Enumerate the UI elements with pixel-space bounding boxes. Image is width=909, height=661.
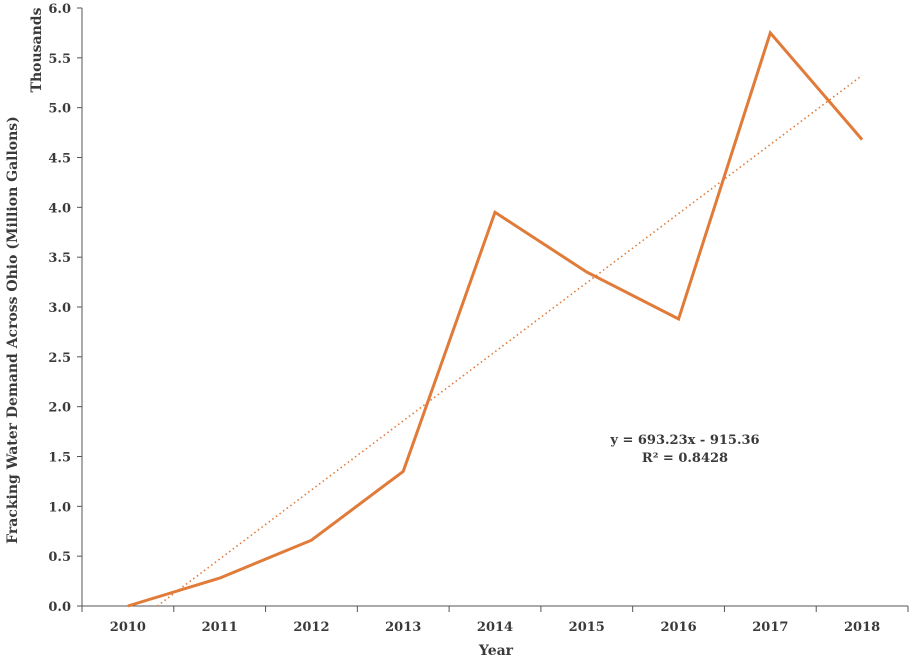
y-tick-label: 5.5 (48, 52, 71, 67)
y-tick-label: 3.5 (48, 251, 71, 266)
y-tick-label: 3.0 (48, 301, 71, 316)
x-tick-label: 2013 (385, 620, 421, 635)
trendline (156, 74, 863, 607)
y-tick-label: 2.5 (48, 351, 71, 366)
x-tick-label: 2016 (660, 620, 696, 635)
y-tick-label: 2.0 (48, 401, 71, 416)
x-tick-label: 2017 (752, 620, 788, 635)
series-group (127, 29, 864, 608)
y-tick-label: 0.0 (48, 600, 71, 615)
y-tick-label: 4.5 (48, 152, 71, 167)
x-tick-label: 2010 (110, 620, 146, 635)
y-tick-label: 0.5 (48, 550, 71, 565)
x-tick-label: 2015 (569, 620, 605, 635)
series-line (127, 29, 864, 608)
y-axis-unit-label: Thousands (29, 7, 45, 92)
y-axis-title: Fracking Water Demand Across Ohio (Milli… (5, 116, 21, 544)
x-tick-label: 2014 (477, 620, 513, 635)
y-tick-label: 5.0 (48, 102, 71, 117)
x-tick-label: 2011 (202, 620, 238, 635)
trendline-line (156, 74, 863, 607)
x-tick-label: 2018 (844, 620, 880, 635)
y-tick-label: 1.0 (48, 500, 71, 515)
x-axis-title: Year (478, 643, 514, 659)
y-tick-label: 4.0 (48, 201, 71, 216)
trendline-r-squared: R² = 0.8428 (642, 451, 728, 466)
axes: 0.0 0.5 1.0 1.5 2.0 2.5 3.0 3.5 4.0 4.5 5.0 5.5 6.0 2… (48, 2, 909, 635)
y-tick-label: 1.5 (48, 451, 71, 466)
x-tick-label: 2012 (293, 620, 329, 635)
y-tick-label: 6.0 (48, 2, 71, 17)
trendline-equation: y = 693.23x - 915.36 (609, 433, 759, 448)
